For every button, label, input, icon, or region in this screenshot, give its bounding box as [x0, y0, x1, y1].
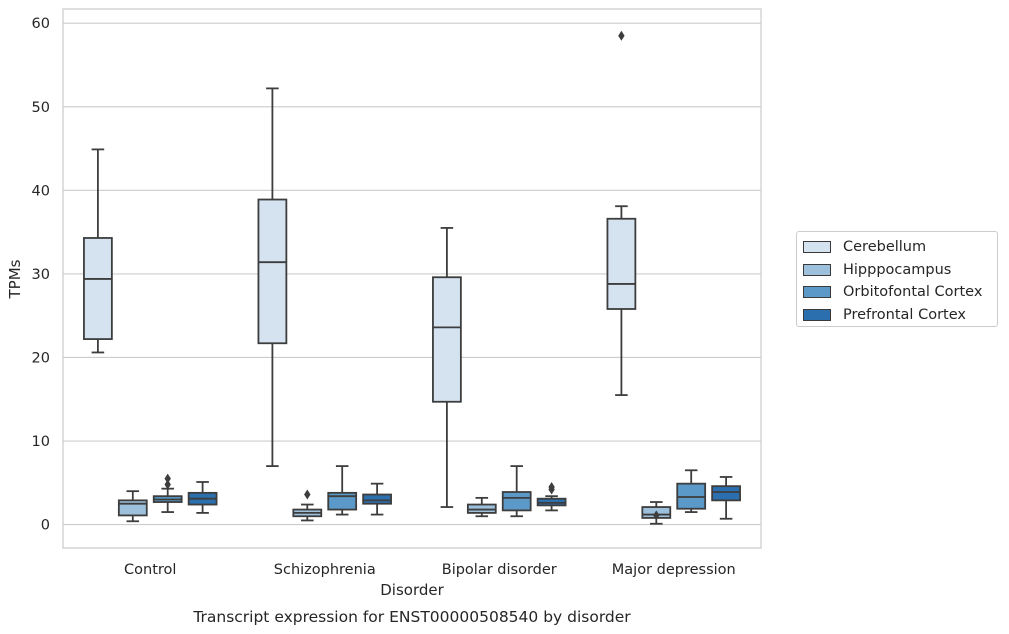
outlier-point — [548, 481, 555, 492]
outlier-point — [164, 473, 171, 484]
box-prefrontal-cortex — [362, 482, 392, 516]
outlier-point — [618, 30, 625, 41]
box-prefrontal-cortex — [536, 481, 567, 512]
plot-frame — [62, 8, 762, 549]
box-orbitofontal-cortex — [501, 465, 532, 518]
legend-label: Orbitofontal Cortex — [843, 284, 983, 301]
box-hipppocampus — [466, 496, 497, 518]
outlier-point — [164, 479, 171, 490]
axis-layer: 0 10 20 30 40 50 60 Control Schizophrenia Bipolar… — [32, 16, 736, 578]
box-iqr — [432, 276, 462, 403]
x-tick-label: Control — [124, 562, 176, 578]
box-cerebellum — [432, 227, 462, 508]
box-orbitofontal-cortex — [676, 469, 707, 513]
box-cerebellum — [606, 30, 637, 396]
y-tick-label: 20 — [32, 350, 50, 366]
legend-item: Cerebellum — [803, 236, 997, 259]
box-hipppocampus — [641, 501, 672, 525]
legend-swatch — [803, 241, 831, 254]
legend: Cerebellum Hipppocampus Orbitofontal Corte… — [796, 231, 998, 327]
y-tick-label: 40 — [32, 183, 50, 199]
box-prefrontal-cortex — [187, 481, 218, 514]
legend-label: Prefrontal Cortex — [843, 306, 966, 323]
x-tick-label: Bipolar disorder — [442, 562, 557, 578]
legend-label: Cerebellum — [843, 239, 927, 256]
legend-item: Prefrontal Cortex — [803, 304, 997, 327]
box-prefrontal-cortex — [711, 476, 741, 520]
y-tick-label: 50 — [32, 100, 50, 116]
box-orbitofontal-cortex — [152, 473, 183, 513]
box-iqr — [606, 217, 637, 310]
box-cerebellum — [257, 87, 288, 468]
box-iqr — [83, 237, 113, 340]
x-tick-label: Major depression — [612, 562, 736, 578]
outlier-point — [304, 489, 311, 500]
legend-label: Hipppocampus — [843, 261, 952, 278]
box-orbitofontal-cortex — [327, 465, 358, 516]
grid-lines — [63, 22, 761, 526]
y-tick-label: 10 — [32, 434, 50, 450]
box-hipppocampus — [117, 490, 148, 523]
outlier-point — [653, 510, 660, 521]
box-iqr — [257, 198, 288, 345]
box-iqr — [501, 491, 532, 512]
x-axis-label: Disorder — [380, 581, 444, 599]
legend-item: Hipppocampus — [803, 259, 997, 282]
box-iqr — [362, 493, 392, 505]
legend-item: Orbitofontal Cortex — [803, 281, 997, 304]
y-tick-label: 60 — [32, 16, 50, 32]
y-axis-label: TPMs — [6, 259, 24, 299]
box-cerebellum — [83, 148, 113, 354]
legend-swatch — [803, 308, 831, 321]
box-layer — [83, 30, 741, 525]
y-tick-label: 0 — [41, 518, 50, 534]
legend-swatch — [803, 286, 831, 299]
box-iqr — [117, 499, 148, 517]
legend-swatch — [803, 263, 831, 276]
box-iqr — [711, 485, 741, 502]
x-tick-label: Schizophrenia — [274, 562, 376, 578]
chart-title: Transcript expression for ENST0000050854… — [192, 608, 631, 626]
y-tick-label: 30 — [32, 267, 50, 283]
box-hipppocampus — [292, 489, 323, 522]
